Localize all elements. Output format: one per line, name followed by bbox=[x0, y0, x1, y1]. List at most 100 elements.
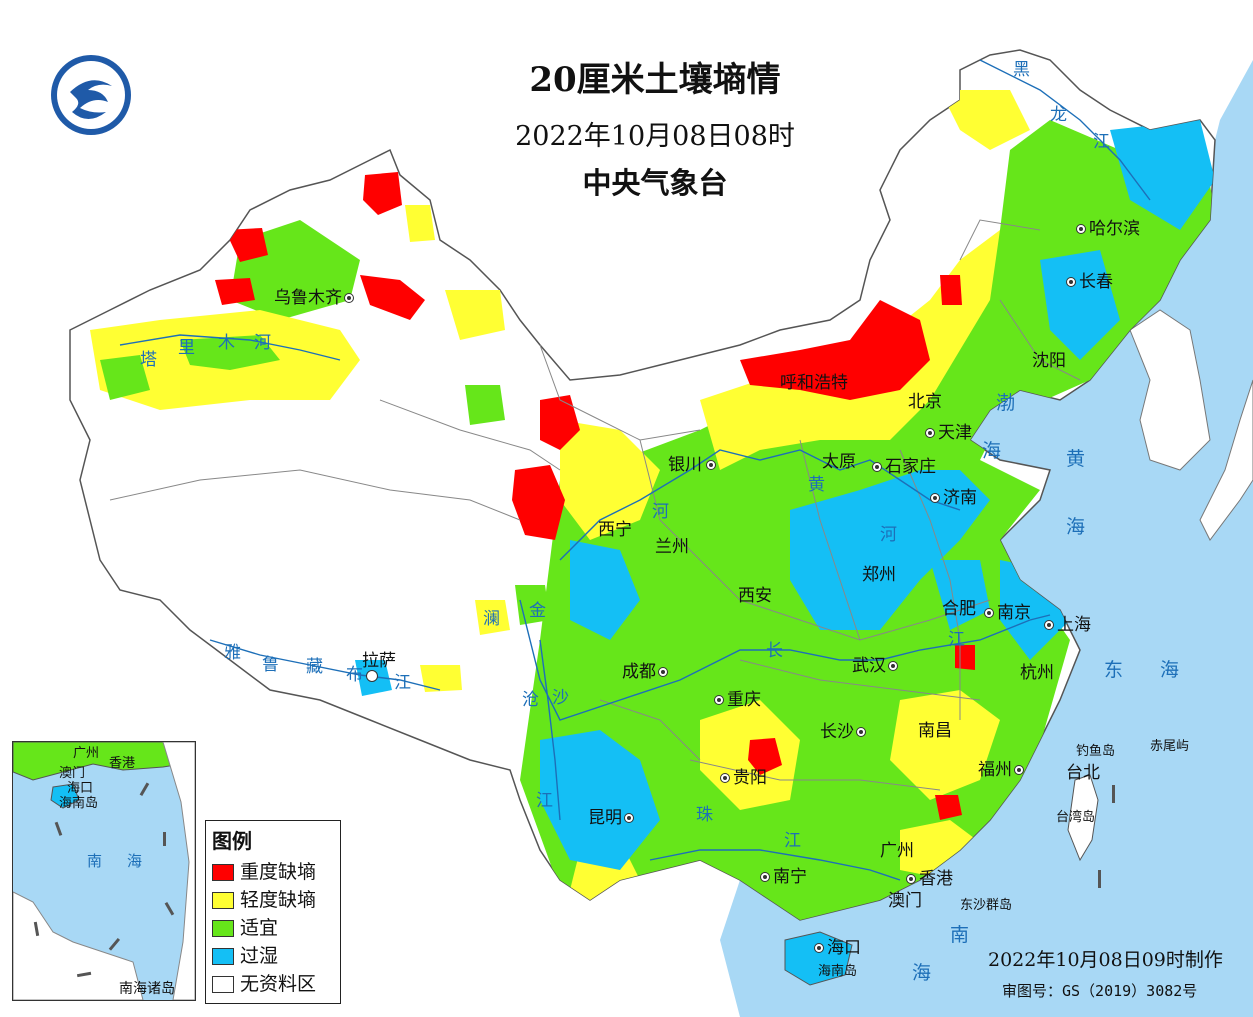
city-label: 郑州 bbox=[862, 565, 896, 585]
city-label: 北京 bbox=[908, 392, 942, 412]
map-issuer: 中央气象台 bbox=[582, 166, 728, 200]
city-label: 长沙 bbox=[820, 717, 869, 742]
city-marker-icon bbox=[1014, 765, 1024, 775]
zone-suitable bbox=[180, 335, 280, 370]
map-legend: 图例 重度缺墒 轻度缺墒 适宜 过湿 无资料区 bbox=[205, 820, 341, 1004]
zone-light-deficit bbox=[405, 205, 435, 242]
legend-item-suitable: 适宜 bbox=[212, 915, 278, 941]
river-label: 塔 bbox=[140, 350, 157, 370]
legend-swatch bbox=[212, 948, 234, 965]
sea-label: 南 bbox=[950, 924, 970, 946]
city-label: 福州 bbox=[978, 755, 1027, 780]
city-label: 昆明 bbox=[588, 803, 637, 828]
city-label: 香港 bbox=[906, 864, 953, 889]
sea-area bbox=[720, 60, 1253, 1017]
legend-item-severe: 重度缺墒 bbox=[212, 859, 316, 885]
city-label: 重庆 bbox=[714, 685, 761, 710]
foreign-land bbox=[1129, 309, 1211, 471]
city-label: 南宁 bbox=[760, 862, 807, 887]
city-label: 上海 bbox=[1044, 610, 1091, 635]
city-label: 乌鲁木齐 bbox=[274, 283, 357, 308]
city-label: 天津 bbox=[925, 418, 972, 443]
province-boundaries bbox=[109, 219, 1081, 791]
foreign-land bbox=[1199, 379, 1253, 541]
legend-swatch bbox=[212, 976, 234, 993]
inset-place-label: 澳门 bbox=[59, 766, 86, 781]
city-marker-icon bbox=[1066, 277, 1076, 287]
cma-logo bbox=[51, 55, 131, 135]
city-marker-icon bbox=[814, 943, 824, 953]
sea-label: 海 bbox=[1160, 659, 1180, 681]
city-marker-icon bbox=[658, 667, 668, 677]
zone-light-deficit bbox=[475, 600, 510, 635]
legend-item-wet: 过湿 bbox=[212, 943, 278, 969]
city-label: 南昌 bbox=[918, 721, 952, 741]
city-label: 澳门 bbox=[888, 891, 922, 911]
zone-light-deficit bbox=[890, 690, 1000, 800]
zone-severe-deficit bbox=[225, 228, 268, 262]
city-label: 呼和浩特 bbox=[780, 373, 848, 393]
city-marker-icon bbox=[925, 428, 935, 438]
city-marker-icon bbox=[624, 813, 634, 823]
river-label: 木 bbox=[218, 333, 235, 353]
production-time: 2022年10月08日09时制作 bbox=[988, 949, 1223, 971]
river-label: 长 bbox=[766, 641, 783, 661]
city-label: 西安 bbox=[738, 586, 772, 606]
city-marker-icon bbox=[906, 874, 916, 884]
city-marker-icon bbox=[344, 293, 354, 303]
city-label: 西宁 bbox=[598, 520, 632, 540]
inset-place-label: 香港 bbox=[109, 756, 136, 771]
river-label: 珠 bbox=[696, 805, 713, 825]
map-datetime: 2022年10月08日08时 bbox=[515, 121, 795, 152]
legend-title: 图例 bbox=[212, 829, 252, 853]
city-marker-icon bbox=[888, 661, 898, 671]
legend-swatch bbox=[212, 892, 234, 909]
river-label: 江 bbox=[536, 791, 553, 811]
city-label: 拉萨 bbox=[362, 651, 396, 671]
zone-severe-deficit bbox=[540, 395, 580, 450]
south-china-sea-inset: 广州 香港 澳门 海口 海南岛 南 海 南海诸岛 bbox=[12, 741, 196, 1001]
legend-item-nodata: 无资料区 bbox=[212, 971, 316, 997]
zone-severe-deficit bbox=[363, 172, 402, 215]
east-china-sea-marks bbox=[1098, 785, 1115, 888]
river-label: 沧 bbox=[522, 690, 539, 710]
city-label: 兰州 bbox=[655, 537, 689, 557]
inset-place-label: 海口 bbox=[67, 781, 94, 796]
river-label: 藏 bbox=[306, 657, 323, 677]
river-label: 黑 bbox=[1013, 60, 1030, 80]
city-label: 沈阳 bbox=[1032, 351, 1066, 371]
city-marker-icon bbox=[1076, 224, 1086, 234]
zone-wet bbox=[1040, 250, 1120, 360]
zone-light-deficit bbox=[700, 230, 1000, 470]
river-label: 河 bbox=[254, 333, 271, 353]
river-label: 江 bbox=[394, 673, 411, 693]
river-lines bbox=[119, 59, 1151, 881]
city-marker-icon bbox=[706, 460, 716, 470]
river-label: 金 bbox=[529, 601, 546, 621]
city-label: 贵阳 bbox=[720, 763, 767, 788]
sea-label: 海 bbox=[982, 440, 1002, 462]
city-marker-icon bbox=[714, 695, 724, 705]
zone-wet bbox=[1110, 120, 1215, 230]
city-label: 银川 bbox=[668, 450, 719, 475]
river-label: 江 bbox=[784, 831, 801, 851]
island-label: 东沙群岛 bbox=[960, 898, 1013, 913]
river-label: 雅 bbox=[224, 643, 241, 663]
river-label: 鲁 bbox=[262, 655, 279, 675]
city-marker-icon bbox=[366, 670, 378, 682]
city-marker-icon bbox=[930, 493, 940, 503]
river-label: 沙 bbox=[552, 688, 569, 708]
river-label: 澜 bbox=[483, 609, 500, 629]
city-marker-icon bbox=[760, 872, 770, 882]
river-label: 江 bbox=[948, 630, 965, 650]
zone-severe-deficit bbox=[360, 275, 425, 320]
city-label: 海口 bbox=[814, 933, 861, 958]
legend-swatch bbox=[212, 920, 234, 937]
zone-wet bbox=[540, 730, 660, 870]
sea-label: 渤 bbox=[996, 392, 1016, 414]
zone-severe-deficit bbox=[215, 278, 255, 305]
inset-sea-label: 海 bbox=[127, 852, 143, 870]
city-label: 杭州 bbox=[1020, 663, 1054, 683]
